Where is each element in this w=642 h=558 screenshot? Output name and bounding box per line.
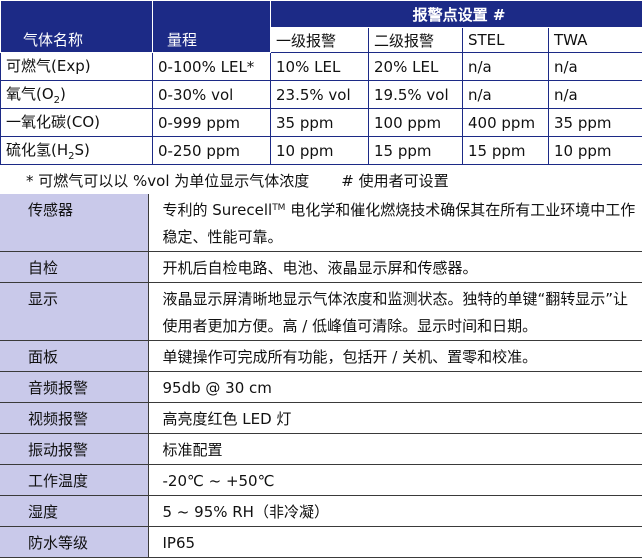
spec-value: 专利的 SurecellTM 电化学和催化燃烧技术确保其在所有工业环境中工作稳定…: [148, 194, 642, 252]
header-stel: STEL: [463, 28, 549, 53]
stel-cell: n/a: [463, 81, 549, 109]
spec-value: 95db @ 30 cm: [148, 372, 642, 403]
header-range: 量程: [153, 1, 271, 53]
spec-value: IP65: [148, 527, 642, 558]
table-footnote: * 可燃气可以以 %vol 为单位显示气体浓度 # 使用者可设置: [0, 169, 642, 193]
high-alarm-cell: 100 ppm: [369, 109, 463, 137]
twa-cell: n/a: [549, 81, 642, 109]
range-cell: 0-999 ppm: [153, 109, 271, 137]
header-twa: TWA: [549, 28, 642, 53]
high-alarm-cell: 20% LEL: [369, 53, 463, 81]
low-alarm-cell: 10 ppm: [271, 137, 369, 165]
spec-value: 单键操作可完成所有功能，包括开 / 关机、置零和校准。: [148, 341, 642, 372]
table-row: 一氧化碳(CO) 0-999 ppm 35 ppm 100 ppm 400 pp…: [1, 109, 642, 137]
low-alarm-cell: 10% LEL: [271, 53, 369, 81]
spec-label: 面板: [0, 341, 148, 372]
spec-row: 面板 单键操作可完成所有功能，包括开 / 关机、置零和校准。: [0, 341, 642, 372]
footnote-user-settable: # 使用者可设置: [341, 172, 448, 190]
spec-label: 自检: [0, 252, 148, 283]
spec-row: 振动报警 标准配置: [0, 434, 642, 465]
spec-value: 5 ~ 95% RH（非冷凝）: [148, 496, 642, 527]
gas-name-cell: 可燃气(Exp): [1, 53, 153, 81]
spec-value: 开机后自检电路、电池、液晶显示屏和传感器。: [148, 252, 642, 283]
twa-cell: 10 ppm: [549, 137, 642, 165]
spec-label: 振动报警: [0, 434, 148, 465]
low-alarm-cell: 35 ppm: [271, 109, 369, 137]
spec-row: 传感器 专利的 SurecellTM 电化学和催化燃烧技术确保其在所有工业环境中…: [0, 194, 642, 252]
high-alarm-cell: 19.5% vol: [369, 81, 463, 109]
spec-row: 湿度 5 ~ 95% RH（非冷凝）: [0, 496, 642, 527]
table-row: 硫化氢(H2S) 0-250 ppm 10 ppm 15 ppm 15 ppm …: [1, 137, 642, 165]
high-alarm-cell: 15 ppm: [369, 137, 463, 165]
spec-label: 工作温度: [0, 465, 148, 496]
header-high-alarm: 二级报警: [369, 28, 463, 53]
spec-table: 传感器 专利的 SurecellTM 电化学和催化燃烧技术确保其在所有工业环境中…: [0, 194, 642, 558]
header-alarm-settings: 报警点设置 #: [271, 1, 642, 28]
spec-label: 视频报警: [0, 403, 148, 434]
spec-label: 防水等级: [0, 527, 148, 558]
range-cell: 0-250 ppm: [153, 137, 271, 165]
table-row: 氧气(O2) 0-30% vol 23.5% vol 19.5% vol n/a…: [1, 81, 642, 109]
spec-row: 视频报警 高亮度红色 LED 灯: [0, 403, 642, 434]
spec-label: 显示: [0, 283, 148, 341]
twa-cell: n/a: [549, 53, 642, 81]
gas-name-cell: 硫化氢(H2S): [1, 137, 153, 165]
spec-label: 传感器: [0, 194, 148, 252]
spec-value: -20℃ ~ +50℃: [148, 465, 642, 496]
spec-row: 工作温度 -20℃ ~ +50℃: [0, 465, 642, 496]
stel-cell: n/a: [463, 53, 549, 81]
table-row: 可燃气(Exp) 0-100% LEL* 10% LEL 20% LEL n/a…: [1, 53, 642, 81]
gas-name-cell: 一氧化碳(CO): [1, 109, 153, 137]
spec-value: 高亮度红色 LED 灯: [148, 403, 642, 434]
gas-alarm-table: 气体名称 量程 报警点设置 # 一级报警 二级报警 STEL TWA 可燃气(E…: [0, 0, 642, 165]
footnote-combustible-vol: * 可燃气可以以 %vol 为单位显示气体浓度: [26, 172, 309, 190]
stel-cell: 15 ppm: [463, 137, 549, 165]
stel-cell: 400 ppm: [463, 109, 549, 137]
spec-label: 湿度: [0, 496, 148, 527]
gas-name-cell: 氧气(O2): [1, 81, 153, 109]
spec-label: 音频报警: [0, 372, 148, 403]
spec-value: 标准配置: [148, 434, 642, 465]
spec-row: 音频报警 95db @ 30 cm: [0, 372, 642, 403]
range-cell: 0-100% LEL*: [153, 53, 271, 81]
twa-cell: 35 ppm: [549, 109, 642, 137]
spec-value: 液晶显示屏清晰地显示气体浓度和监测状态。独特的单键“翻转显示”让使用者更加方便。…: [148, 283, 642, 341]
spec-row: 自检 开机后自检电路、电池、液晶显示屏和传感器。: [0, 252, 642, 283]
spec-row: 防水等级 IP65: [0, 527, 642, 558]
range-cell: 0-30% vol: [153, 81, 271, 109]
header-low-alarm: 一级报警: [271, 28, 369, 53]
low-alarm-cell: 23.5% vol: [271, 81, 369, 109]
header-gas-name: 气体名称: [1, 1, 153, 53]
spec-row: 显示 液晶显示屏清晰地显示气体浓度和监测状态。独特的单键“翻转显示”让使用者更加…: [0, 283, 642, 341]
